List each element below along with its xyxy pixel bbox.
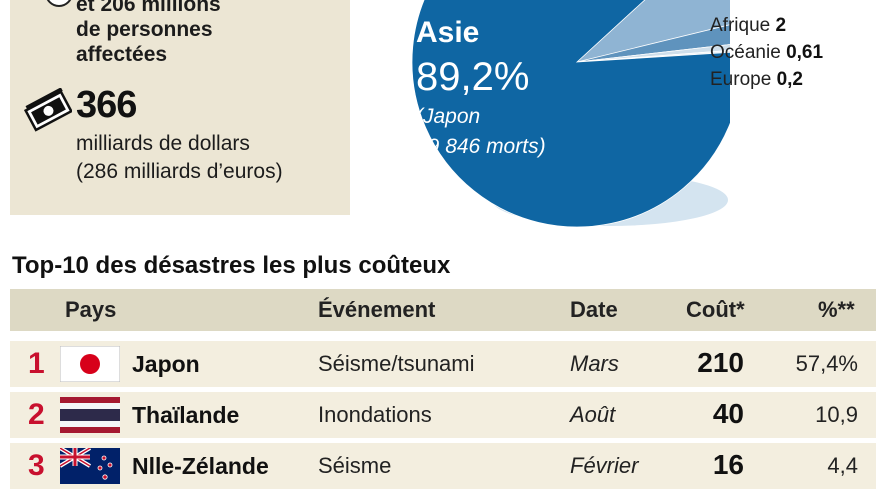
legend-label-oceania: Océanie xyxy=(710,42,781,63)
legend-value-oceania: 0,61 xyxy=(786,42,824,63)
legend-label-europe: Europe xyxy=(710,69,772,90)
table-row: 2 Thaïlande Inondations Août 40 10,9 xyxy=(10,392,876,438)
row-rank: 2 xyxy=(28,398,45,431)
legend-item-africa: Afrique 2 xyxy=(710,12,823,39)
pie-asia-pct-label: 89,2% xyxy=(416,55,530,99)
cost-unit-line-1: milliards de dollars xyxy=(76,132,250,155)
row-cost: 16 xyxy=(712,449,744,480)
stats-panel: et 206 millions de personnes affectées 3… xyxy=(10,0,350,215)
cost-unit-line-2: (286 milliards d’euros) xyxy=(76,160,283,183)
table-row: 3 Nlle-Zélande Séisme Février 16 4,4 xyxy=(10,443,876,489)
people-affected: et 206 millions de personnes affectées xyxy=(76,0,221,67)
pie-legend: Afrique 2 Océanie 0,61 Europe 0,2 xyxy=(710,12,823,93)
globe-icon xyxy=(46,0,72,7)
row-date: Août xyxy=(570,402,616,427)
pie-asia-note-1: (Japon xyxy=(416,105,481,128)
pie-slice-remainder xyxy=(577,0,738,62)
pie-chart: Asie 89,2% (Japon 19 846 morts) xyxy=(370,0,743,235)
thailand-flag-icon xyxy=(60,397,120,433)
row-pct: 10,9 xyxy=(815,402,858,427)
col-header-country: Pays xyxy=(65,297,117,322)
row-event: Séisme/tsunami xyxy=(318,351,475,376)
new-zealand-flag-icon xyxy=(60,448,120,484)
legend-label-africa: Afrique xyxy=(710,15,771,36)
col-header-pct: %** xyxy=(818,297,855,322)
row-pct: 57,4% xyxy=(795,351,858,376)
people-line-1: et 206 millions xyxy=(76,0,221,16)
table-title: Top-10 des désastres les plus coûteux xyxy=(12,252,451,279)
row-cost: 210 xyxy=(697,347,744,378)
table-row: 1 Japon Séisme/tsunami Mars 210 57,4% xyxy=(10,341,876,387)
row-rank: 1 xyxy=(28,347,45,380)
legend-item-oceania: Océanie 0,61 xyxy=(710,39,823,66)
row-country: Japon xyxy=(132,351,200,377)
japan-flag-icon xyxy=(60,346,120,382)
col-header-cost: Coût* xyxy=(686,297,745,322)
cost-total-value: 366 xyxy=(76,84,137,126)
pie-asia-note-2: 19 846 morts) xyxy=(416,135,546,158)
cost-total-unit: milliards de dollars (286 milliards d’eu… xyxy=(76,130,283,186)
table-header: Pays Événement Date Coût* %** xyxy=(10,289,876,331)
row-event: Séisme xyxy=(318,453,392,478)
pie-asia-note: (Japon 19 846 morts) xyxy=(416,102,546,162)
col-header-event: Événement xyxy=(318,297,436,322)
row-rank: 3 xyxy=(28,449,45,482)
row-event: Inondations xyxy=(318,402,432,427)
row-pct: 4,4 xyxy=(827,453,858,478)
col-header-date: Date xyxy=(570,297,618,322)
row-date: Mars xyxy=(570,351,619,376)
row-country: Thaïlande xyxy=(132,402,240,428)
legend-value-africa: 2 xyxy=(775,15,787,36)
money-bills-icon xyxy=(24,88,72,132)
pie-slice-asie xyxy=(411,0,743,228)
row-country: Nlle-Zélande xyxy=(132,453,269,479)
row-cost: 40 xyxy=(712,398,744,429)
row-date: Février xyxy=(570,453,639,478)
legend-value-europe: 0,2 xyxy=(776,69,803,90)
people-line-3: affectées xyxy=(76,43,168,66)
legend-item-europe: Europe 0,2 xyxy=(710,66,823,93)
pie-asia-name-label: Asie xyxy=(416,16,480,49)
people-line-2: de personnes xyxy=(76,18,213,41)
